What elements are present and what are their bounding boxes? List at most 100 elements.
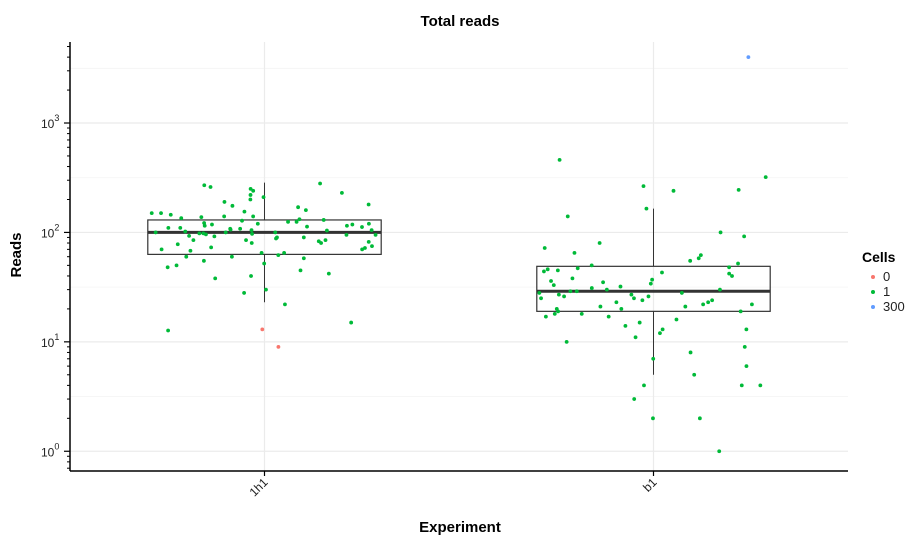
data-point <box>601 280 605 285</box>
y-tick-label: 103 <box>41 113 59 131</box>
data-point <box>248 193 253 197</box>
data-point <box>325 228 329 233</box>
data-point <box>249 241 254 245</box>
data-point <box>230 203 235 208</box>
data-point <box>660 270 664 275</box>
data-point <box>688 350 693 355</box>
data-point <box>744 327 749 332</box>
y-tick-label: 100 <box>41 441 59 459</box>
data-point <box>717 449 722 454</box>
data-point <box>632 296 636 301</box>
data-point <box>619 307 624 311</box>
data-point <box>296 205 300 210</box>
data-point <box>730 274 734 278</box>
data-point <box>701 302 706 307</box>
data-point <box>366 202 371 207</box>
data-point <box>537 291 542 295</box>
data-point <box>191 238 196 243</box>
data-point <box>575 266 580 271</box>
data-point <box>750 302 754 307</box>
data-point <box>255 221 260 226</box>
x-tick-label: 1h1 <box>247 475 271 499</box>
data-point <box>187 233 192 238</box>
data-point <box>249 274 253 278</box>
data-point <box>183 229 188 234</box>
data-point <box>159 247 164 252</box>
box-iqr <box>536 265 771 312</box>
data-point <box>264 287 268 292</box>
data-point <box>323 238 328 243</box>
data-point <box>606 314 611 319</box>
data-point <box>153 230 158 235</box>
data-point <box>273 230 278 235</box>
legend-key <box>871 305 875 309</box>
data-point <box>165 265 170 270</box>
data-point <box>369 228 374 233</box>
data-point <box>642 383 646 388</box>
data-point <box>651 416 655 421</box>
data-point <box>744 364 749 369</box>
data-point <box>549 279 553 283</box>
data-point <box>660 327 665 332</box>
data-point <box>244 238 248 243</box>
data-point <box>210 222 214 227</box>
data-point <box>671 188 676 193</box>
data-point <box>222 200 227 204</box>
data-point <box>349 320 354 325</box>
data-point <box>213 276 218 281</box>
data-point <box>579 312 584 316</box>
data-point <box>345 223 349 228</box>
data-point <box>623 323 628 328</box>
data-point <box>168 212 173 217</box>
legend-title: Cells <box>862 249 896 265</box>
data-point <box>683 304 688 309</box>
data-point <box>326 271 331 276</box>
data-point <box>370 244 374 248</box>
data-point <box>727 265 732 270</box>
data-point <box>758 383 763 388</box>
data-point <box>727 271 732 276</box>
data-point <box>301 235 306 240</box>
data-point <box>238 226 243 231</box>
data-point <box>644 206 649 211</box>
data-point <box>179 216 184 221</box>
data-point <box>564 339 569 344</box>
data-point <box>340 190 344 195</box>
data-point <box>174 263 179 268</box>
legend-label: 0 <box>883 269 890 284</box>
axes: 100 101 102 103 1h1 b1 <box>41 42 848 499</box>
data-point <box>166 328 171 333</box>
data-point <box>674 317 679 322</box>
data-point <box>303 208 308 212</box>
data-point <box>556 309 560 314</box>
data-point <box>738 309 743 314</box>
data-point <box>261 195 266 200</box>
data-point <box>223 230 228 235</box>
data-point <box>736 261 740 266</box>
data-point <box>249 228 254 233</box>
data-point <box>746 55 751 60</box>
data-point <box>632 397 637 401</box>
data-point <box>350 222 355 227</box>
data-point <box>614 300 619 305</box>
data-point <box>742 234 747 239</box>
data-point <box>248 197 253 202</box>
box-iqr <box>147 219 382 255</box>
data-point <box>175 242 180 247</box>
data-point <box>618 284 623 289</box>
data-point <box>275 235 279 240</box>
data-point <box>763 175 768 180</box>
legend-label: 300 <box>883 299 905 314</box>
data-point <box>570 276 575 281</box>
data-point <box>159 211 163 216</box>
data-point <box>568 289 573 294</box>
data-point <box>742 344 747 349</box>
data-point <box>276 344 281 349</box>
data-point <box>637 320 642 325</box>
data-point <box>557 158 562 162</box>
data-point <box>209 245 214 250</box>
data-point <box>360 247 365 252</box>
data-point <box>545 267 550 272</box>
